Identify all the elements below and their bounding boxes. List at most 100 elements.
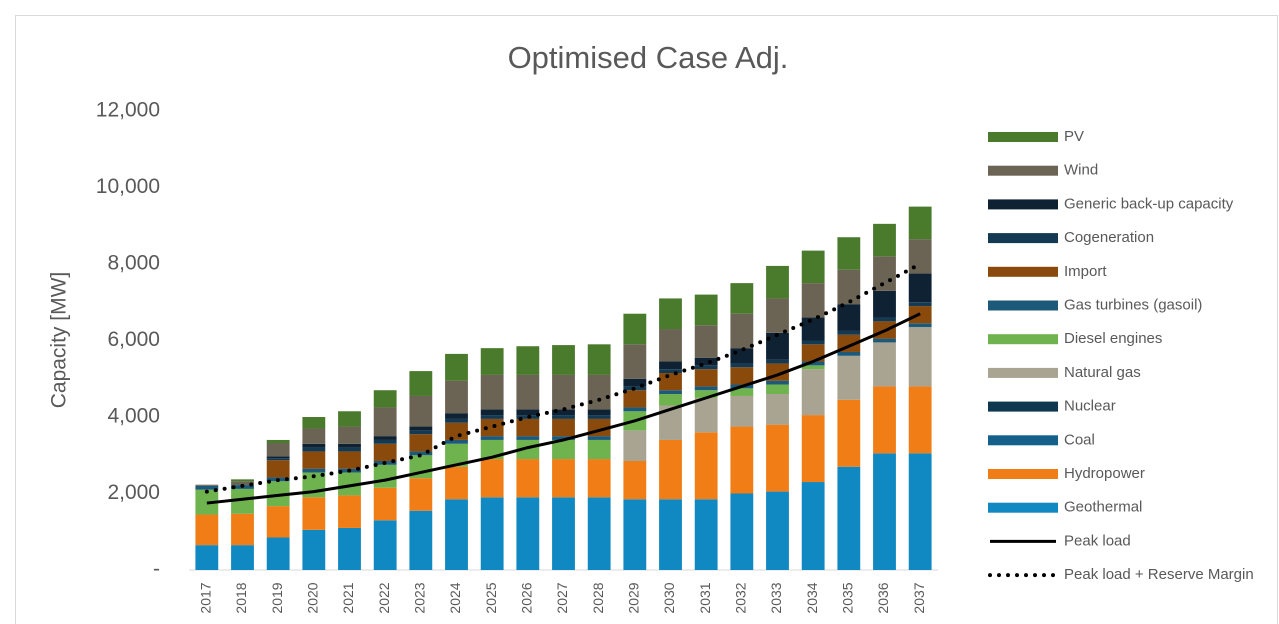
bar-segment [587,459,611,498]
x-tick-label: 2027 [554,582,570,613]
bar-segment [516,374,540,410]
bar-segment [837,237,861,270]
x-tick-label: 2028 [590,582,606,613]
bar-segment [338,411,361,427]
legend-swatch [988,165,1058,176]
bar-segment [195,484,219,486]
bar-segment [659,390,682,395]
chart-title: Optimised Case Adj. [508,40,789,75]
bar-segment [587,415,611,419]
bar-segment [837,330,861,335]
bar-segment [730,363,754,368]
bar-segment [302,451,326,469]
bar-segment [338,451,361,469]
bar-segment [552,415,575,419]
bar-segment [195,514,219,546]
x-tick-label: 2023 [412,582,428,613]
bar-segment [623,378,647,387]
bar-segment [908,302,932,307]
bar-segment [516,497,540,570]
y-tick-label: - [153,558,160,581]
bar-segment [766,424,789,492]
bar-segment [873,290,896,318]
bar-segment [409,510,433,570]
bar-segment [659,361,682,370]
bar-segment [659,373,682,391]
y-tick-label: 4,000 [107,405,160,428]
bar-segment [730,388,754,396]
bar-segment [480,418,504,437]
bar-segment [373,520,397,570]
bar-segment [231,481,254,486]
legend-swatch [988,132,1058,142]
bar-segment [445,413,468,419]
bar-segment [801,415,825,483]
bar-segment [873,317,896,322]
bar-segment [623,390,647,408]
bar-segment [480,415,504,419]
bar-segment [659,369,682,374]
bar-segment [302,447,326,452]
legend-label: Hydropower [1064,465,1145,482]
bar-segment [694,365,718,370]
bar-segment [445,466,468,500]
legend-swatch [988,233,1058,244]
y-tick-label: 12,000 [96,99,160,122]
bar-segment [694,386,718,391]
bar-segment [694,432,718,500]
bar-segment [587,497,611,570]
bar-segment [837,269,861,305]
bar-segment [801,340,825,345]
bar-segment [694,357,718,366]
bar-segment [623,313,647,345]
legend-swatch [988,199,1058,210]
bar-segment [694,369,718,387]
bar-segment [409,395,433,427]
bar-segment [801,344,825,362]
bar-segment [516,439,540,460]
legend-label: Cogeneration [1064,229,1154,246]
x-tick-label: 2022 [376,582,392,613]
bar-segment [801,365,825,370]
legend-swatch [988,266,1058,277]
bar-segment [480,436,504,440]
y-tick-label: 2,000 [107,481,160,504]
bar-segment [302,468,326,473]
bar-segment [587,436,611,440]
bar-segment [801,283,825,318]
bar-segment [587,374,611,410]
bar-segment [766,384,789,395]
bar-segment [552,459,575,498]
bar-segment [659,439,682,500]
bar-segment [837,399,861,467]
bar-segment [552,409,575,416]
bar-segment [338,443,361,448]
legend-swatch [988,334,1058,345]
bar-segment [266,458,290,461]
legend-label: Geothermal [1064,499,1142,516]
bar-segment [373,390,397,408]
bar-segment [480,374,504,410]
bar-segment [266,443,290,457]
x-tick-label: 2031 [697,582,713,613]
bar-segment [373,464,397,488]
bar-segment [908,206,932,240]
y-tick-label: 8,000 [107,252,160,275]
bar-segment [623,460,647,500]
bar-segment [694,390,718,398]
bar-segment [445,499,468,570]
bar-segment [659,298,682,330]
bar-segment [694,397,718,433]
bar-segment [231,513,254,546]
bar-segment [730,426,754,494]
bar-segment [445,443,468,467]
bar-segment [409,434,433,452]
bar-segment [587,409,611,416]
legend-label: Diesel engines [1064,330,1162,347]
bar-segment [302,497,326,530]
bar-segment [801,317,825,341]
bar-segment [480,348,504,375]
x-tick-label: 2026 [519,582,535,613]
bar-segment [302,529,326,570]
line-series [206,312,921,505]
